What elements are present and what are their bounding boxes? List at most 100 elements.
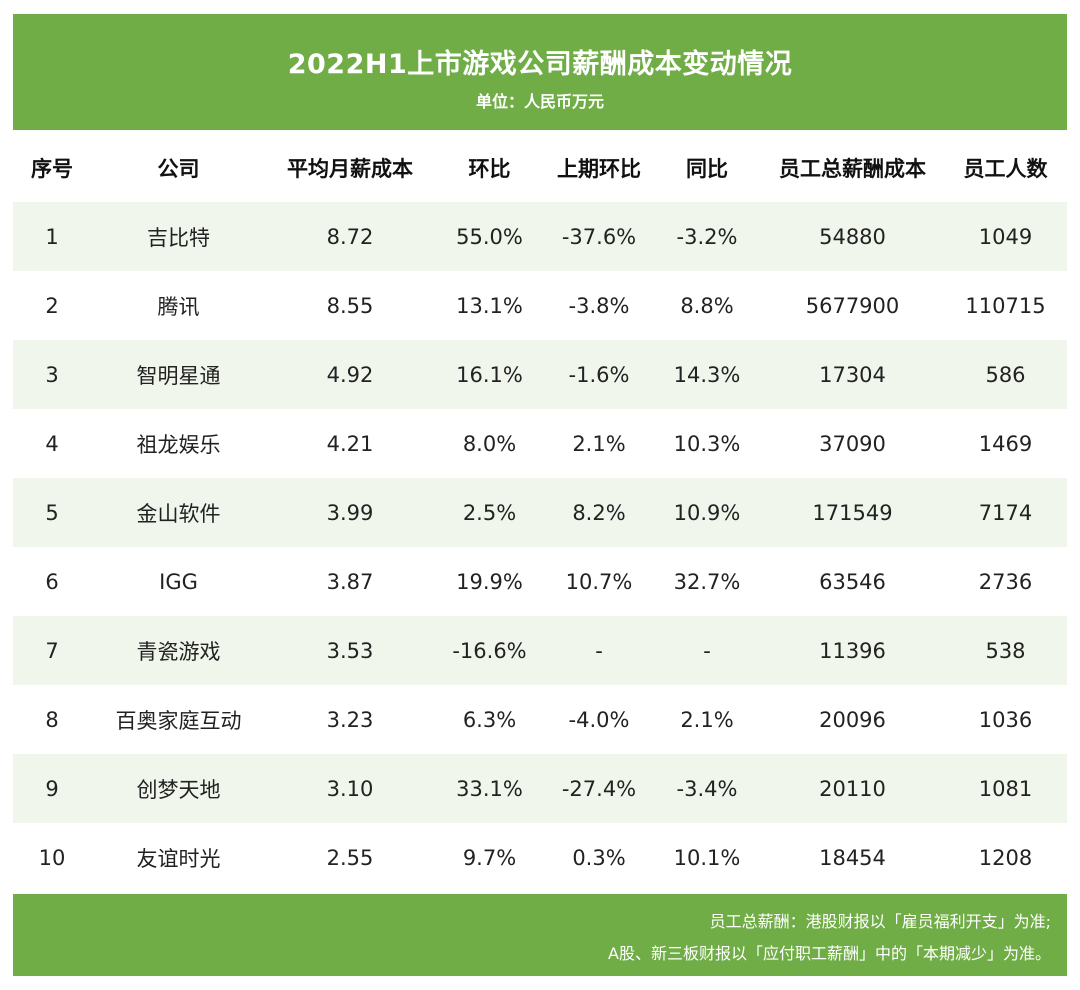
cell-yoy: 10.9%	[653, 478, 761, 547]
table-row: 1 吉比特 8.72 55.0% -37.6% -3.2% 54880 1049	[13, 202, 1067, 271]
cell-headcount: 1208	[944, 823, 1067, 892]
cell-total-cost: 54880	[761, 202, 944, 271]
table-row: 8 百奥家庭互动 3.23 6.3% -4.0% 2.1% 20096 1036	[13, 685, 1067, 754]
header-row: 序号 公司 平均月薪成本 环比 上期环比 同比 员工总薪酬成本 员工人数	[13, 134, 1067, 202]
cell-index: 3	[13, 340, 91, 409]
footnote-banner: 员工总薪酬：港股财报以「雇员福利开支」为准; A股、新三板财报以「应付职工薪酬」…	[13, 894, 1067, 976]
cell-company: 祖龙娱乐	[91, 409, 266, 478]
table-row: 2 腾讯 8.55 13.1% -3.8% 8.8% 5677900 11071…	[13, 271, 1067, 340]
table-row: 10 友谊时光 2.55 9.7% 0.3% 10.1% 18454 1208	[13, 823, 1067, 892]
col-header-headcount: 员工人数	[963, 157, 1048, 181]
cell-prev-qoq: -27.4%	[545, 754, 653, 823]
cell-yoy: 10.3%	[653, 409, 761, 478]
cell-index: 5	[13, 478, 91, 547]
col-header-avg-monthly-cost: 平均月薪成本	[287, 157, 413, 181]
cell-avg-monthly-cost: 3.99	[266, 478, 434, 547]
cell-prev-qoq: -3.8%	[545, 271, 653, 340]
cell-total-cost: 18454	[761, 823, 944, 892]
cell-qoq: 13.1%	[434, 271, 545, 340]
cell-total-cost: 11396	[761, 616, 944, 685]
cell-avg-monthly-cost: 8.72	[266, 202, 434, 271]
table-row: 6 IGG 3.87 19.9% 10.7% 32.7% 63546 2736	[13, 547, 1067, 616]
cell-index: 8	[13, 685, 91, 754]
cell-qoq: 19.9%	[434, 547, 545, 616]
table-row: 4 祖龙娱乐 4.21 8.0% 2.1% 10.3% 37090 1469	[13, 409, 1067, 478]
table-row: 7 青瓷游戏 3.53 -16.6% - - 11396 538	[13, 616, 1067, 685]
cell-qoq: 16.1%	[434, 340, 545, 409]
cell-index: 10	[13, 823, 91, 892]
cell-company: 创梦天地	[91, 754, 266, 823]
cell-qoq: -16.6%	[434, 616, 545, 685]
cell-index: 9	[13, 754, 91, 823]
cell-total-cost: 20096	[761, 685, 944, 754]
cell-total-cost: 37090	[761, 409, 944, 478]
cell-headcount: 7174	[944, 478, 1067, 547]
cell-company: 友谊时光	[91, 823, 266, 892]
cell-prev-qoq: 10.7%	[545, 547, 653, 616]
cell-company: 百奥家庭互动	[91, 685, 266, 754]
cell-company: 吉比特	[91, 202, 266, 271]
col-header-prev-qoq: 上期环比	[557, 157, 641, 181]
cell-prev-qoq: 8.2%	[545, 478, 653, 547]
cell-qoq: 9.7%	[434, 823, 545, 892]
table-row: 3 智明星通 4.92 16.1% -1.6% 14.3% 17304 586	[13, 340, 1067, 409]
cell-prev-qoq: -1.6%	[545, 340, 653, 409]
cell-avg-monthly-cost: 4.92	[266, 340, 434, 409]
cell-headcount: 1081	[944, 754, 1067, 823]
cell-index: 6	[13, 547, 91, 616]
cell-company: IGG	[91, 547, 266, 616]
cell-qoq: 8.0%	[434, 409, 545, 478]
cell-headcount: 1036	[944, 685, 1067, 754]
cell-prev-qoq: -4.0%	[545, 685, 653, 754]
cell-company: 腾讯	[91, 271, 266, 340]
cell-qoq: 55.0%	[434, 202, 545, 271]
cell-qoq: 2.5%	[434, 478, 545, 547]
cell-avg-monthly-cost: 3.23	[266, 685, 434, 754]
cell-yoy: -3.2%	[653, 202, 761, 271]
cell-avg-monthly-cost: 3.87	[266, 547, 434, 616]
page-title: 2022H1上市游戏公司薪酬成本变动情况	[287, 49, 793, 80]
cell-total-cost: 63546	[761, 547, 944, 616]
cell-headcount: 110715	[944, 271, 1067, 340]
footnote-line-2: A股、新三板财报以「应付职工薪酬」中的「本期减少」为准。	[608, 944, 1051, 963]
cell-yoy: 8.8%	[653, 271, 761, 340]
cell-qoq: 6.3%	[434, 685, 545, 754]
cell-total-cost: 20110	[761, 754, 944, 823]
cell-yoy: 32.7%	[653, 547, 761, 616]
cell-prev-qoq: 0.3%	[545, 823, 653, 892]
cell-headcount: 586	[944, 340, 1067, 409]
col-header-qoq: 环比	[468, 157, 511, 181]
col-header-index: 序号	[31, 157, 73, 181]
cell-yoy: 2.1%	[653, 685, 761, 754]
cell-headcount: 1469	[944, 409, 1067, 478]
cell-yoy: 14.3%	[653, 340, 761, 409]
footnote-line-1: 员工总薪酬：港股财报以「雇员福利开支」为准;	[709, 912, 1051, 931]
cell-company: 金山软件	[91, 478, 266, 547]
cell-yoy: -3.4%	[653, 754, 761, 823]
cell-headcount: 1049	[944, 202, 1067, 271]
cell-company: 青瓷游戏	[91, 616, 266, 685]
cell-total-cost: 171549	[761, 478, 944, 547]
cell-total-cost: 17304	[761, 340, 944, 409]
cell-prev-qoq: -37.6%	[545, 202, 653, 271]
cell-avg-monthly-cost: 4.21	[266, 409, 434, 478]
cell-index: 4	[13, 409, 91, 478]
cell-index: 1	[13, 202, 91, 271]
cell-company: 智明星通	[91, 340, 266, 409]
cell-index: 2	[13, 271, 91, 340]
table-row: 9 创梦天地 3.10 33.1% -27.4% -3.4% 20110 108…	[13, 754, 1067, 823]
cell-prev-qoq: 2.1%	[545, 409, 653, 478]
cell-yoy: -	[653, 616, 761, 685]
cell-total-cost: 5677900	[761, 271, 944, 340]
cell-yoy: 10.1%	[653, 823, 761, 892]
cell-headcount: 538	[944, 616, 1067, 685]
cell-index: 7	[13, 616, 91, 685]
salary-table: 序号 公司 平均月薪成本 环比 上期环比 同比 员工总薪酬成本 员工人数 1 吉…	[13, 134, 1067, 892]
table-header-banner: 2022H1上市游戏公司薪酬成本变动情况 单位：人民币万元	[13, 14, 1067, 130]
cell-avg-monthly-cost: 8.55	[266, 271, 434, 340]
cell-avg-monthly-cost: 3.10	[266, 754, 434, 823]
col-header-yoy: 同比	[686, 157, 728, 181]
cell-headcount: 2736	[944, 547, 1067, 616]
cell-qoq: 33.1%	[434, 754, 545, 823]
